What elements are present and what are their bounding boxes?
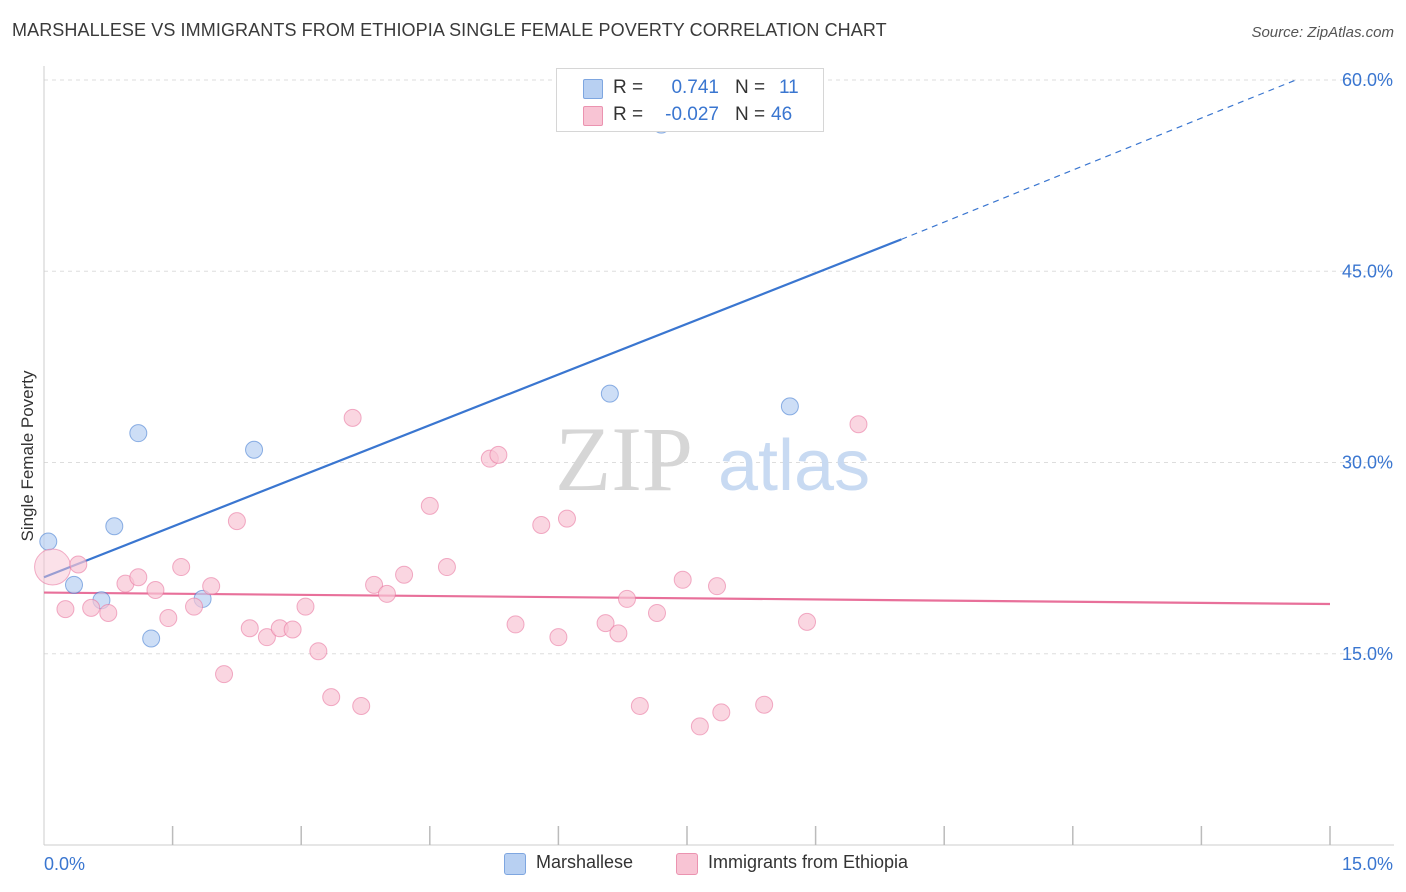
trend-layer <box>43 79 1331 606</box>
ethiopia-point <box>283 620 302 639</box>
series-legend: Marshallese Immigrants from Ethiopia <box>504 852 964 876</box>
stats-row-ethiopia: R = -0.027 N = 46 <box>557 100 823 128</box>
n-value: 11 <box>779 77 799 98</box>
r-value: 0.741 <box>671 77 719 98</box>
ethiopia-point <box>395 565 414 584</box>
x-tick-label: 15.0% <box>1342 854 1393 874</box>
ethiopia-point <box>489 445 508 464</box>
watermark-zip: ZIP <box>555 408 693 510</box>
ethiopia-point <box>82 598 101 617</box>
n-label: N = <box>735 77 766 98</box>
ethiopia-point <box>34 548 72 586</box>
labels-layer: 15.0% 30.0% 45.0% 60.0% 0.0% 15.0% Single Fema… <box>18 70 1393 874</box>
ethiopia-point <box>343 408 362 427</box>
watermark-atlas: atlas <box>718 426 870 506</box>
y-tick-label: 60.0% <box>1342 70 1393 90</box>
ethiopia-point <box>159 609 178 628</box>
ethiopia-point <box>56 600 75 619</box>
marshallese-trendline <box>43 238 902 579</box>
ethiopia-point <box>322 688 341 707</box>
grid-layer <box>44 79 1394 655</box>
ethiopia-point <box>185 597 204 616</box>
ethiopia-point <box>437 558 456 577</box>
marshallese-point <box>65 575 84 594</box>
legend-label-marshallese: Marshallese <box>536 852 634 872</box>
n-value: 46 <box>771 104 793 125</box>
points-layer <box>34 115 868 736</box>
marshallese-trendline-extension <box>901 79 1296 240</box>
marshallese-point <box>600 384 619 403</box>
ethiopia-point <box>630 697 649 716</box>
ethiopia-point <box>557 509 576 528</box>
ethiopia-point <box>647 603 666 622</box>
stats-row-marshallese: R = 0.741 N = 11 <box>557 73 823 101</box>
ethiopia-point <box>673 570 692 589</box>
ethiopia-point <box>755 695 774 714</box>
ethiopia-point <box>420 496 439 515</box>
y-axis-title: Single Female Poverty <box>18 370 37 542</box>
ethiopia-point <box>596 614 615 633</box>
ethiopia-point <box>129 568 148 587</box>
ethiopia-point <box>617 589 636 608</box>
axes-layer <box>43 66 1394 846</box>
marshallese-point <box>780 397 799 416</box>
ethiopia-point <box>377 584 396 603</box>
ethiopia-point <box>240 619 259 638</box>
y-tick-label: 45.0% <box>1342 261 1393 281</box>
r-label: R = <box>613 104 644 125</box>
legend-swatch-ethiopia <box>676 853 698 875</box>
marshallese-point <box>39 532 58 551</box>
ethiopia-point <box>202 577 221 596</box>
ethiopia-point <box>712 703 731 722</box>
ethiopia-trendline <box>43 591 1331 606</box>
chart-title: MARSHALLESE VS IMMIGRANTS FROM ETHIOPIA … <box>12 20 887 40</box>
r-label: R = <box>613 77 644 98</box>
r-value: -0.027 <box>665 104 719 125</box>
n-label: N = <box>735 104 766 125</box>
ethiopia-point <box>352 697 371 716</box>
marshallese-point <box>105 517 124 536</box>
x-tick-label: 0.0% <box>44 854 85 874</box>
ethiopia-point <box>309 642 328 661</box>
ethiopia-point <box>146 581 165 599</box>
ethiopia-point <box>296 597 315 616</box>
ethiopia-point <box>257 628 276 647</box>
ethiopia-point <box>172 558 191 577</box>
ethiopia-point <box>798 612 817 631</box>
marshallese-point <box>245 440 264 459</box>
legend-label-ethiopia: Immigrants from Ethiopia <box>708 852 909 872</box>
ethiopia-swatch <box>583 106 603 126</box>
ethiopia-point <box>532 515 551 534</box>
ethiopia-point <box>549 628 568 647</box>
marshallese-point <box>129 424 148 443</box>
ethiopia-point <box>215 665 234 684</box>
source-label: Source: ZipAtlas.com <box>1251 24 1394 41</box>
ethiopia-point <box>690 717 709 736</box>
stats-legend: R = 0.741 N = 11 R = -0.027 N = 46 <box>556 68 824 132</box>
ethiopia-point <box>708 577 727 596</box>
ethiopia-point <box>849 415 868 434</box>
marshallese-swatch <box>583 79 603 99</box>
y-tick-label: 30.0% <box>1342 453 1393 473</box>
ethiopia-point <box>609 624 628 643</box>
ethiopia-point <box>99 603 118 622</box>
ethiopia-point <box>227 512 246 531</box>
ethiopia-point <box>69 555 88 574</box>
ethiopia-point <box>506 615 525 634</box>
ethiopia-point <box>365 575 384 594</box>
watermark: ZIP atlas <box>555 408 870 510</box>
y-tick-label: 15.0% <box>1342 644 1393 664</box>
legend-swatch-marshallese <box>504 853 526 875</box>
marshallese-point <box>142 629 161 648</box>
